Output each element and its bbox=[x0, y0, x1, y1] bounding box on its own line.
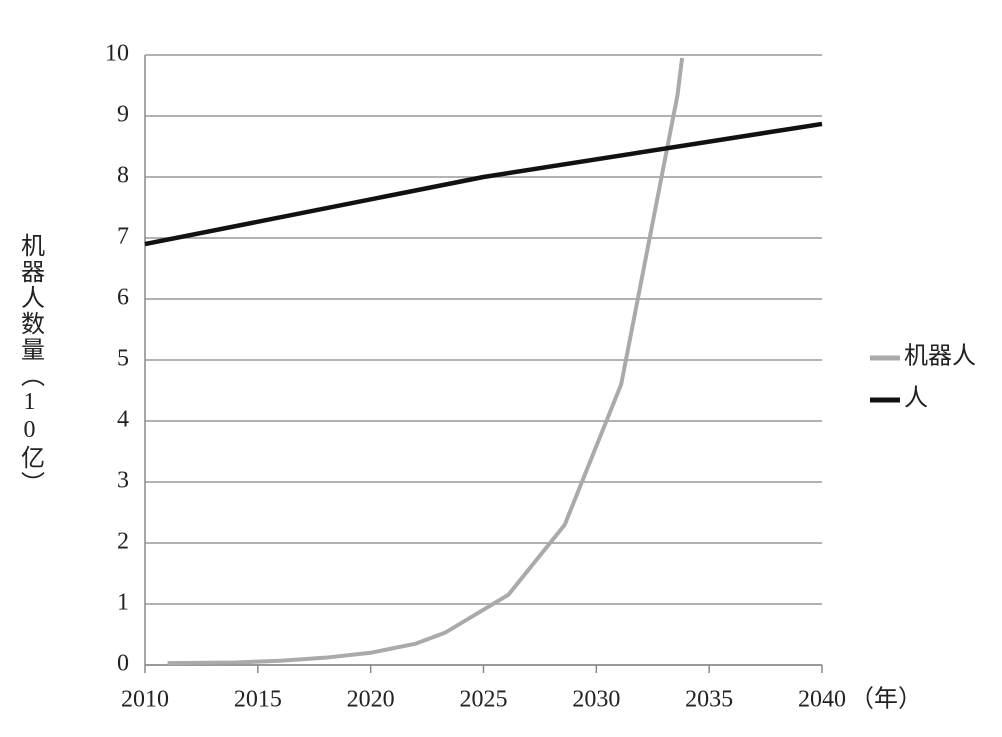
legend-label: 人 bbox=[904, 386, 928, 412]
x-tick-label: 2010 bbox=[121, 687, 169, 713]
y-tick-label: 7 bbox=[117, 224, 129, 250]
x-tick-label: 2015 bbox=[234, 687, 282, 713]
y-tick-label: 9 bbox=[117, 102, 129, 128]
series-line bbox=[144, 121, 823, 247]
y-tick-label: 0 bbox=[117, 651, 129, 677]
y-tick-label: 6 bbox=[117, 285, 129, 311]
x-tick-label: 2035 bbox=[685, 687, 733, 713]
x-tick-label: 2025 bbox=[460, 687, 508, 713]
x-tick-label: 2020 bbox=[347, 687, 395, 713]
y-tick-label: 8 bbox=[117, 163, 129, 189]
x-tick-label: 2030 bbox=[572, 687, 620, 713]
x-axis-label: （年） bbox=[850, 686, 922, 713]
y-tick-label: 2 bbox=[117, 529, 129, 555]
x-tick-label: 2040 bbox=[798, 687, 846, 713]
y-tick-label: 4 bbox=[117, 407, 129, 433]
series-line bbox=[167, 57, 685, 666]
y-tick-label: 3 bbox=[117, 468, 129, 494]
y-tick-label: 5 bbox=[117, 346, 129, 372]
legend-label: 机器人 bbox=[904, 343, 976, 370]
y-tick-label: 1 bbox=[117, 590, 129, 616]
y-tick-label: 10 bbox=[105, 41, 129, 67]
y-axis-label: 机器人数量（10亿） bbox=[16, 233, 44, 497]
